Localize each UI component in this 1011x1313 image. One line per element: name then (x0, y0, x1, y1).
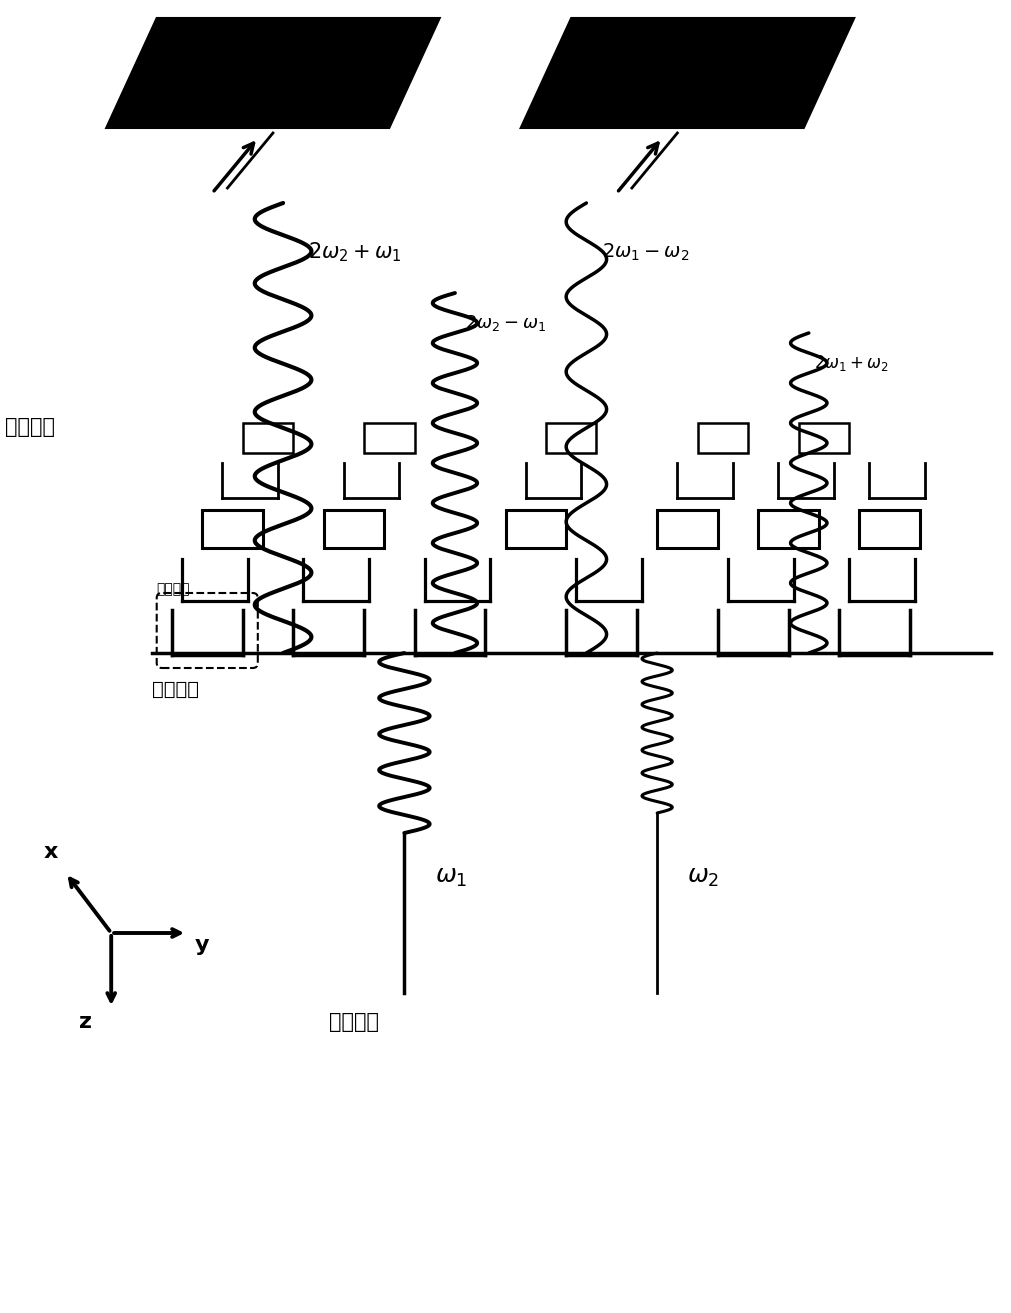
Text: $2\omega_1-\omega_2$: $2\omega_1-\omega_2$ (602, 242, 690, 264)
Bar (506, 509, 566, 548)
Text: $2\omega_2+\omega_1$: $2\omega_2+\omega_1$ (308, 240, 402, 264)
Text: 金纳米柱: 金纳米柱 (157, 582, 190, 596)
Bar (698, 423, 748, 453)
Bar (758, 509, 819, 548)
Bar (364, 423, 415, 453)
Bar (324, 509, 384, 548)
Text: $\omega_1$: $\omega_1$ (435, 865, 467, 889)
Text: $2\omega_2-\omega_1$: $2\omega_2-\omega_1$ (465, 312, 546, 334)
Bar (546, 423, 596, 453)
Bar (202, 509, 263, 548)
Bar (859, 509, 920, 548)
Text: z: z (80, 1012, 92, 1032)
Bar (799, 423, 849, 453)
Polygon shape (106, 18, 440, 127)
Text: 超颗表面: 超颗表面 (152, 680, 198, 699)
Text: 输入脉冲: 输入脉冲 (329, 1012, 379, 1032)
Text: 输出脉冲: 输出脉冲 (5, 418, 55, 437)
Text: x: x (43, 842, 58, 863)
Text: $2\omega_1+\omega_2$: $2\omega_1+\omega_2$ (814, 353, 889, 373)
Text: y: y (195, 935, 209, 955)
Bar (657, 509, 718, 548)
Text: $\omega_2$: $\omega_2$ (687, 865, 720, 889)
Bar (243, 423, 293, 453)
Polygon shape (521, 18, 854, 127)
